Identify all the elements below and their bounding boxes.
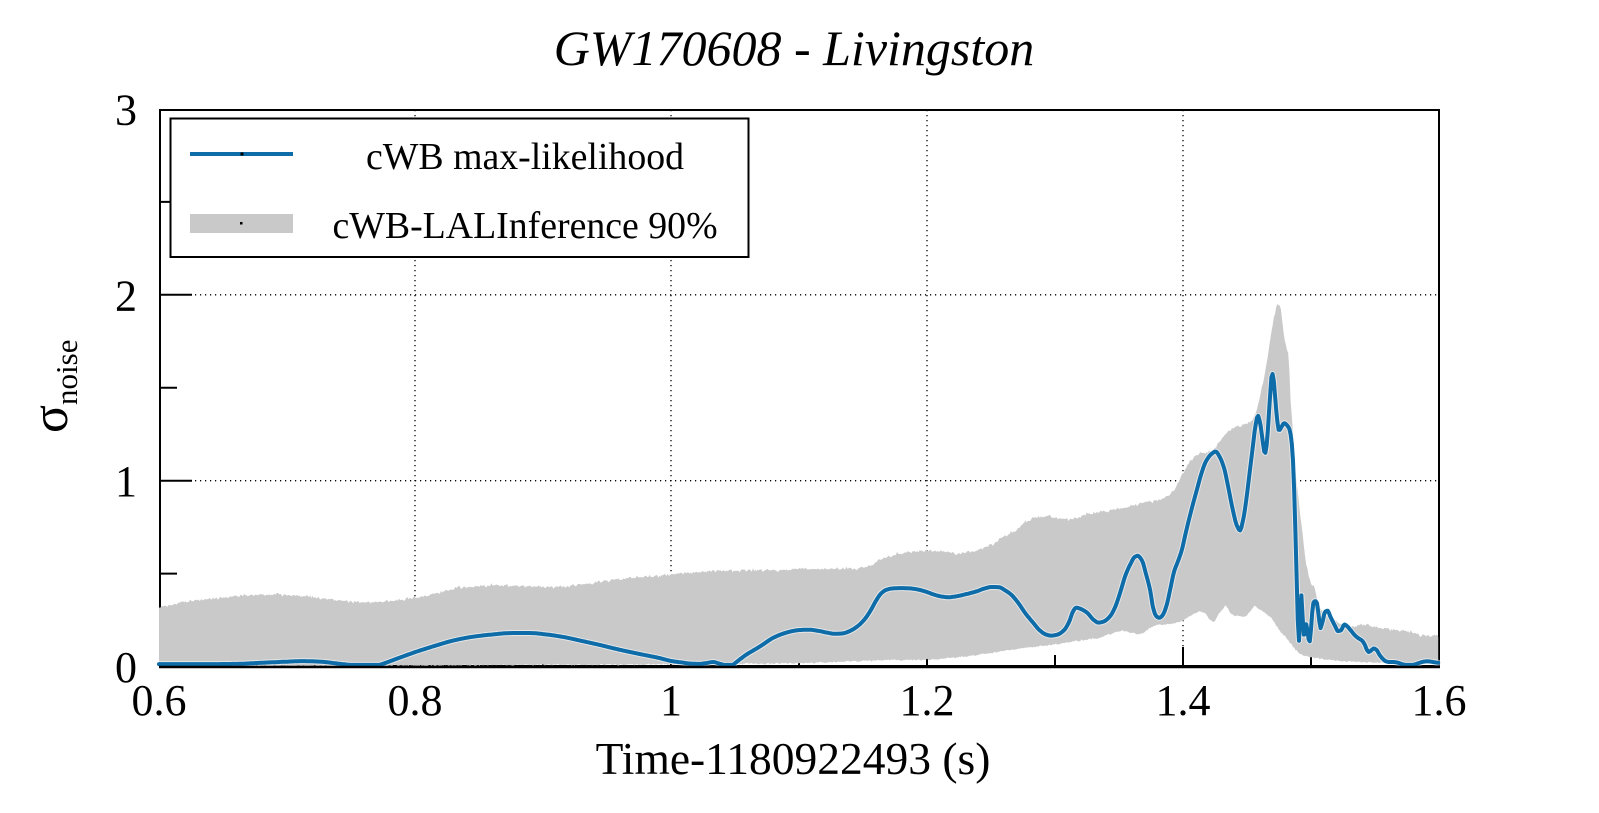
svg-text:cWB-LALInference 90%: cWB-LALInference 90% bbox=[332, 205, 717, 247]
svg-text:1.6: 1.6 bbox=[1412, 676, 1467, 725]
svg-text:GW170608 - Livingston: GW170608 - Livingston bbox=[554, 20, 1035, 76]
svg-text:0.6: 0.6 bbox=[132, 676, 187, 725]
svg-text:1: 1 bbox=[115, 457, 137, 506]
svg-text:2: 2 bbox=[115, 272, 137, 321]
svg-text:1.4: 1.4 bbox=[1156, 676, 1211, 725]
svg-text:1: 1 bbox=[660, 676, 682, 725]
svg-text:3: 3 bbox=[115, 86, 137, 135]
svg-text:0.8: 0.8 bbox=[388, 676, 443, 725]
svg-text:1.2: 1.2 bbox=[900, 676, 955, 725]
svg-text:σnoise: σnoise bbox=[22, 340, 84, 433]
svg-text:0: 0 bbox=[115, 643, 137, 692]
svg-text:Time-1180922493 (s): Time-1180922493 (s) bbox=[596, 733, 991, 784]
svg-text:cWB max-likelihood: cWB max-likelihood bbox=[366, 136, 684, 178]
